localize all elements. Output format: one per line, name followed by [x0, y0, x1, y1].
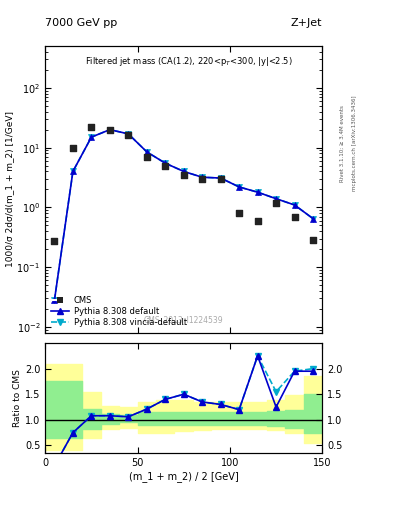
Point	[107, 125, 113, 134]
Point	[144, 153, 150, 161]
Y-axis label: Ratio to CMS: Ratio to CMS	[13, 369, 22, 427]
Point	[292, 212, 298, 221]
Point	[218, 175, 224, 183]
Point	[125, 132, 132, 140]
Point	[88, 123, 95, 131]
Point	[181, 171, 187, 179]
Point	[70, 143, 76, 152]
Point	[255, 217, 261, 225]
Text: Z+Jet: Z+Jet	[291, 18, 322, 28]
Point	[51, 238, 58, 246]
Point	[273, 199, 279, 207]
Point	[162, 162, 169, 170]
Text: CMS_2013_I1224539: CMS_2013_I1224539	[144, 315, 224, 324]
Text: 7000 GeV pp: 7000 GeV pp	[45, 18, 118, 28]
Text: Filtered jet mass (CA(1.2), 220<p$_T$<300, |y|<2.5): Filtered jet mass (CA(1.2), 220<p$_T$<30…	[85, 55, 293, 68]
Point	[310, 237, 316, 245]
Y-axis label: 1000/σ 2dσ/d(m_1 + m_2) [1/GeV]: 1000/σ 2dσ/d(m_1 + m_2) [1/GeV]	[5, 112, 14, 267]
X-axis label: (m_1 + m_2) / 2 [GeV]: (m_1 + m_2) / 2 [GeV]	[129, 471, 239, 482]
Point	[199, 175, 206, 183]
Legend: CMS, Pythia 8.308 default, Pythia 8.308 vincia-default: CMS, Pythia 8.308 default, Pythia 8.308 …	[50, 294, 188, 329]
Text: mcplots.cern.ch [arXiv:1306.3436]: mcplots.cern.ch [arXiv:1306.3436]	[352, 96, 357, 191]
Point	[236, 209, 242, 217]
Text: Rivet 3.1.10; ≥ 3.4M events: Rivet 3.1.10; ≥ 3.4M events	[340, 105, 345, 182]
